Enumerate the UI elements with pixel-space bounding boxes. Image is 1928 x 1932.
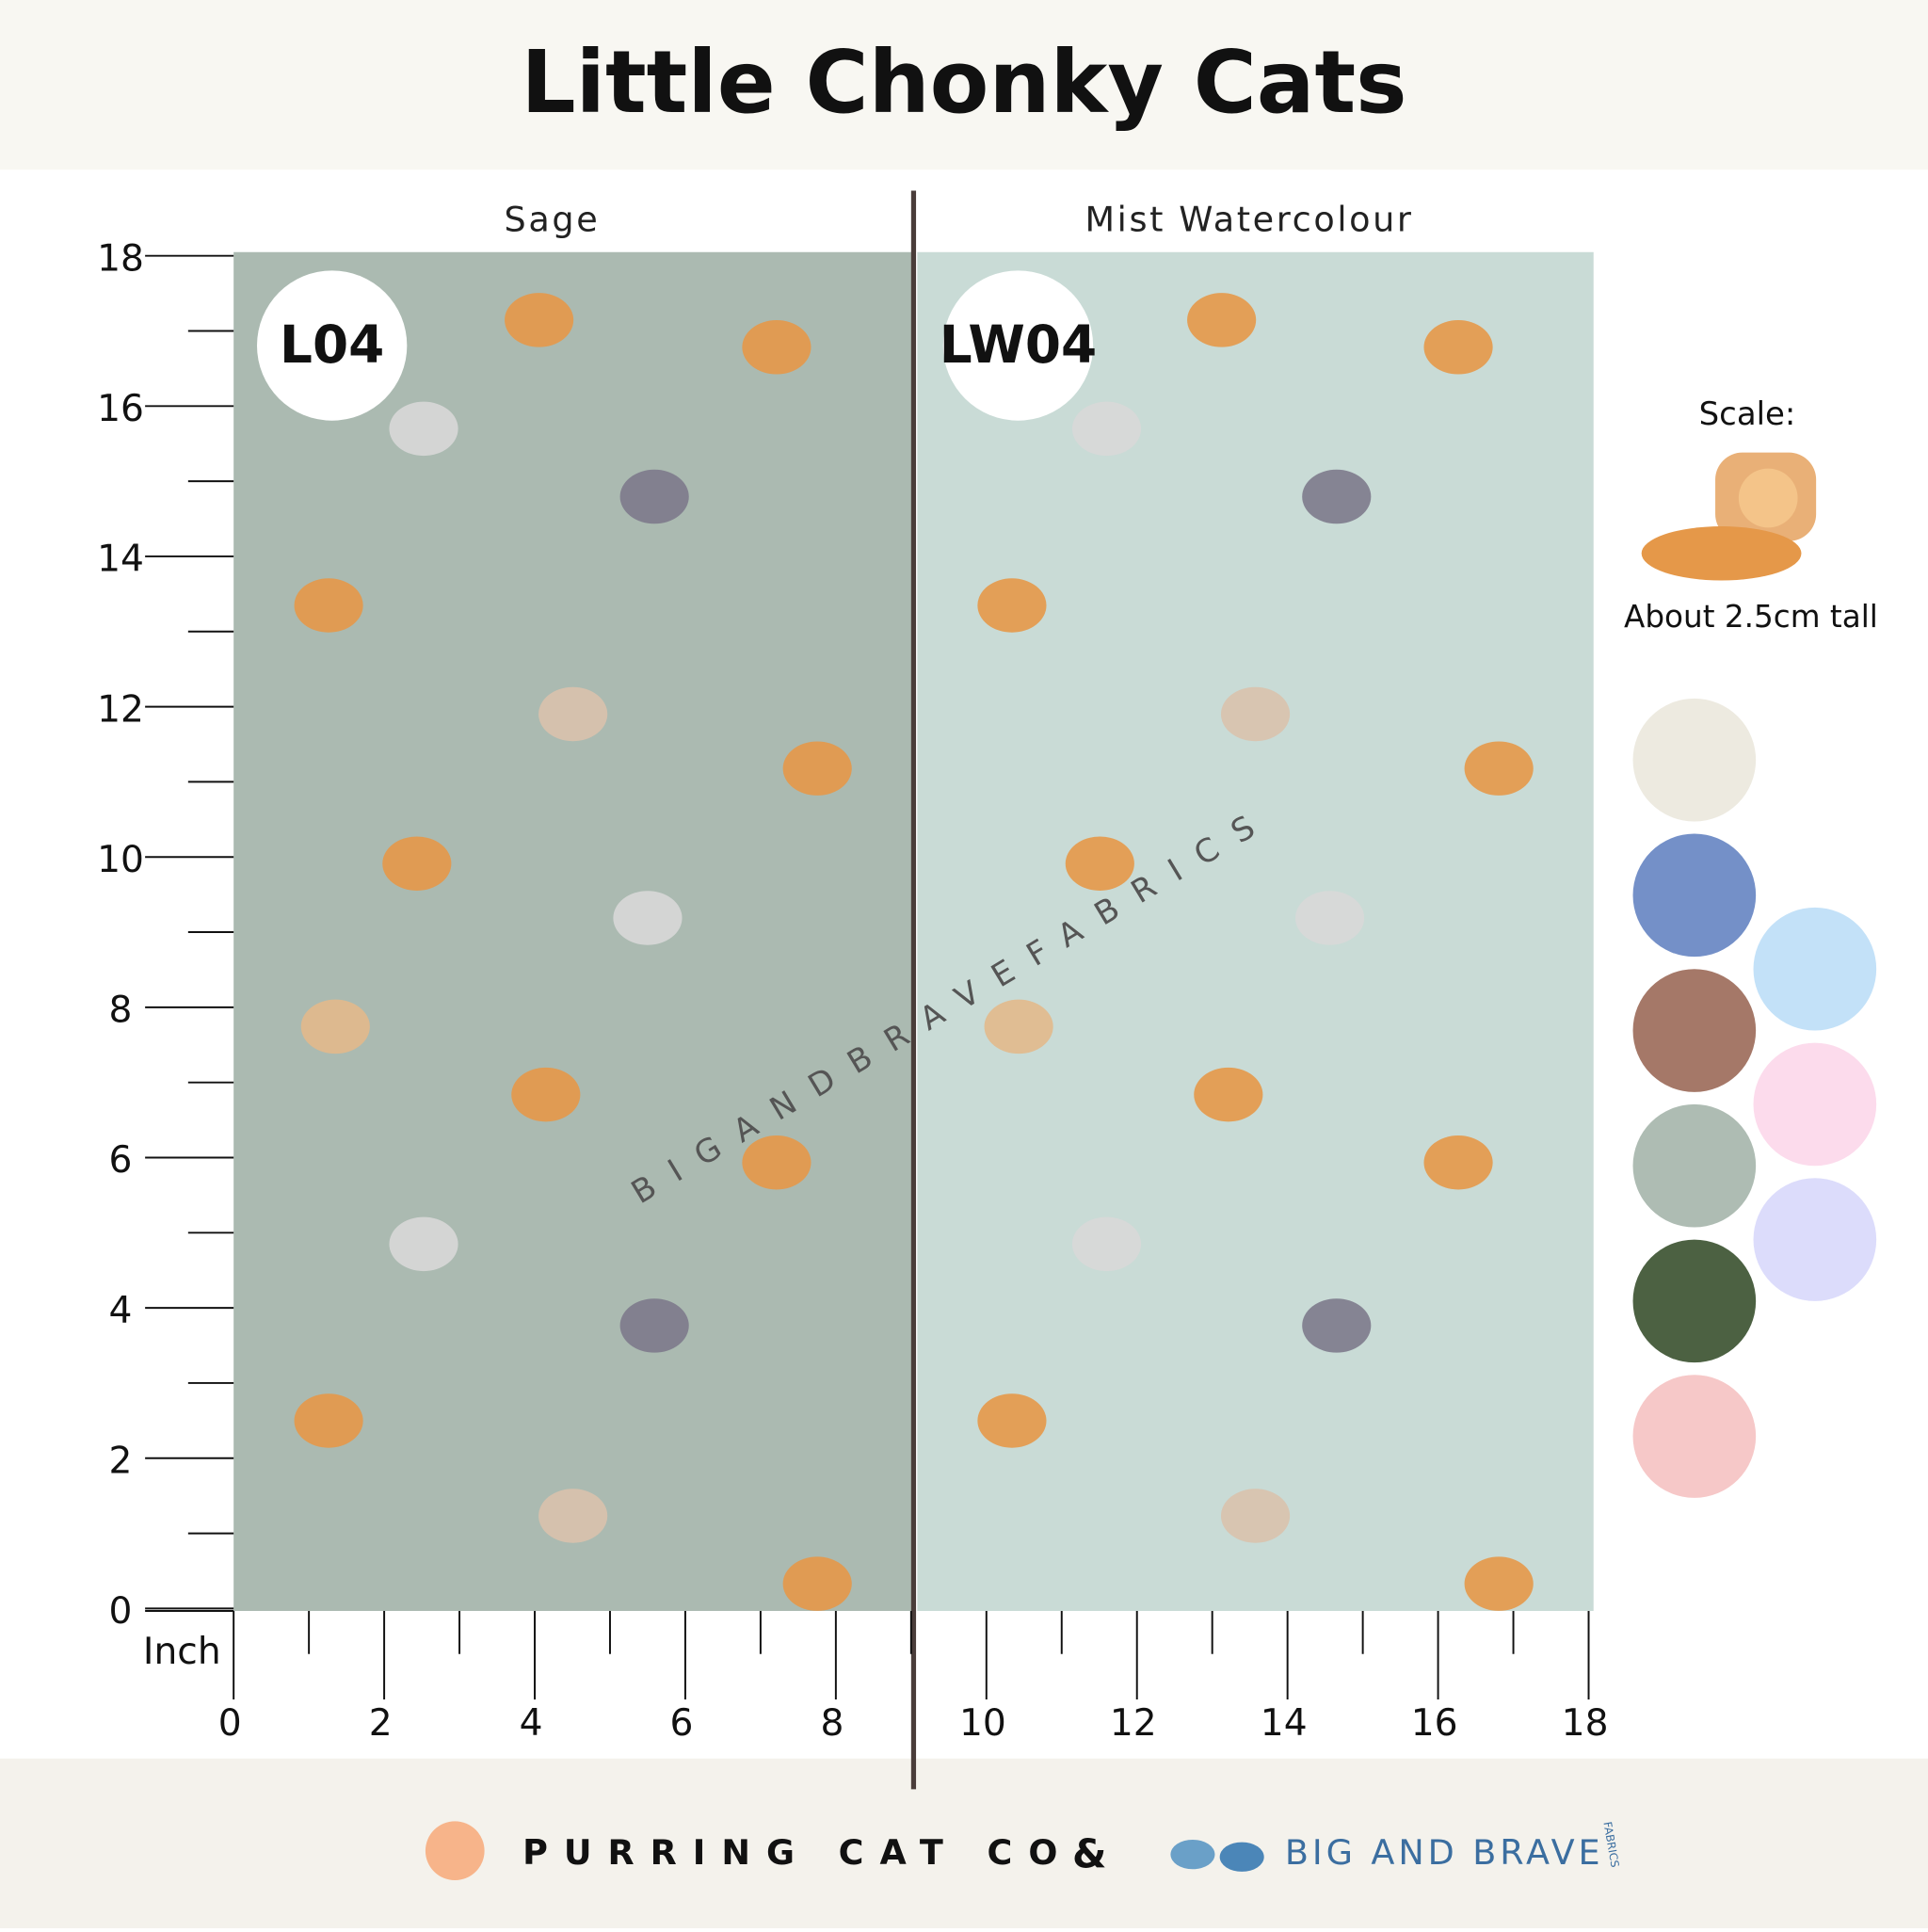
- color-swatch: [1632, 1375, 1757, 1498]
- cat-motif: [1187, 293, 1257, 347]
- cat-motif: [977, 1393, 1047, 1448]
- cat-motif: [1423, 320, 1493, 375]
- brand2-logo: [1170, 1839, 1264, 1872]
- x-tick-label: 14: [1261, 1702, 1308, 1745]
- cat-motif: [511, 1067, 581, 1122]
- joiner: &: [1072, 1831, 1106, 1877]
- cat-motif: [389, 401, 458, 457]
- swatches: [1632, 698, 1877, 1498]
- cat-motif: [1295, 891, 1365, 945]
- panel-code: LW04: [940, 314, 1098, 375]
- cat-motif: [782, 741, 852, 796]
- panel-name: Mist Watercolour: [1085, 200, 1414, 240]
- cat-motif: [538, 1489, 608, 1543]
- panel-name: Sage: [505, 200, 601, 240]
- title: Little Chonky Cats: [521, 32, 1406, 133]
- color-swatch: [1753, 1178, 1877, 1301]
- cat-motif: [1302, 1298, 1372, 1353]
- x-tick-label: 4: [520, 1702, 543, 1745]
- cat-motif: [1220, 1489, 1291, 1543]
- fabric-panel: [917, 251, 1594, 1612]
- panels: Sage L04 Mist Watercolour LW04: [233, 200, 1594, 1612]
- color-swatch: [1753, 907, 1877, 1031]
- cat-motif: [1464, 1556, 1534, 1611]
- cat-motif: [389, 1216, 458, 1272]
- cat-motif: [382, 836, 452, 891]
- panel-code: L04: [280, 314, 384, 375]
- cat-motif: [1220, 686, 1291, 742]
- color-swatch: [1632, 698, 1757, 822]
- cat-motif: [984, 999, 1053, 1055]
- cat-motif: [1071, 401, 1142, 457]
- cat-motif: [300, 999, 370, 1055]
- x-tick-label: 8: [820, 1702, 844, 1745]
- header-band: [0, 0, 1928, 170]
- unit-label: Inch: [143, 1631, 221, 1673]
- x-tick-label: 16: [1411, 1702, 1458, 1745]
- cat-motif: [1065, 836, 1134, 891]
- cat-motif: [1423, 1135, 1493, 1190]
- brand1: PURRING CAT CO: [522, 1832, 1073, 1873]
- cat-motif: [782, 1556, 852, 1611]
- scale-cat: [1641, 452, 1817, 581]
- color-swatch: [1632, 969, 1757, 1092]
- cat-motif: [1464, 741, 1534, 796]
- cat-motif: [1302, 469, 1372, 524]
- cat-motif: [619, 469, 689, 524]
- color-swatch: [1632, 1103, 1757, 1228]
- x-tick-label: 10: [959, 1702, 1006, 1745]
- cat-motif: [505, 293, 574, 347]
- cat-motif: [977, 578, 1047, 633]
- cat-motif: [1071, 1216, 1142, 1272]
- footer-band: [0, 1758, 1928, 1928]
- y-tick-label: 14: [97, 539, 144, 581]
- scale-label: Scale:: [1699, 395, 1796, 433]
- y-tick-label: 12: [97, 688, 144, 731]
- y-tick-label: 4: [109, 1290, 133, 1332]
- code-badge: [256, 270, 408, 421]
- fabric-panel: [233, 251, 913, 1612]
- y-tick-label: 6: [109, 1139, 133, 1182]
- cat-motif: [294, 1393, 363, 1448]
- y-tick-label: 0: [109, 1590, 133, 1633]
- ruler: 0 2 4 6 8 10 12 14 16 18 0 2 4 6 8 10 12 14 16 18: [97, 237, 1608, 1745]
- color-swatch: [1753, 1042, 1877, 1167]
- color-swatch: [1632, 1239, 1757, 1363]
- cat-motif: [613, 891, 683, 945]
- cat-motif: [742, 320, 811, 375]
- y-tick-label: 16: [97, 388, 144, 430]
- y-tick-label: 8: [109, 990, 133, 1032]
- cat-motif: [294, 578, 363, 633]
- scale-note: About 2.5cm tall: [1624, 599, 1878, 635]
- x-tick-label: 18: [1562, 1702, 1609, 1745]
- code-badge: [942, 270, 1094, 421]
- y-tick-label: 10: [97, 839, 144, 881]
- cat-motif: [742, 1135, 811, 1190]
- brand1-logo: [425, 1821, 485, 1881]
- x-tick-label: 12: [1110, 1702, 1157, 1745]
- y-tick-label: 18: [97, 237, 144, 280]
- color-swatch: [1632, 833, 1757, 958]
- x-tick-label: 2: [369, 1702, 393, 1745]
- y-tick-label: 2: [109, 1440, 133, 1482]
- cat-motif: [619, 1298, 689, 1353]
- brand2: BIG AND BRAVE: [1285, 1832, 1604, 1873]
- cat-motif: [538, 686, 608, 742]
- x-tick-label: 0: [218, 1702, 242, 1745]
- cat-motif: [1194, 1067, 1263, 1122]
- x-tick-label: 6: [670, 1702, 694, 1745]
